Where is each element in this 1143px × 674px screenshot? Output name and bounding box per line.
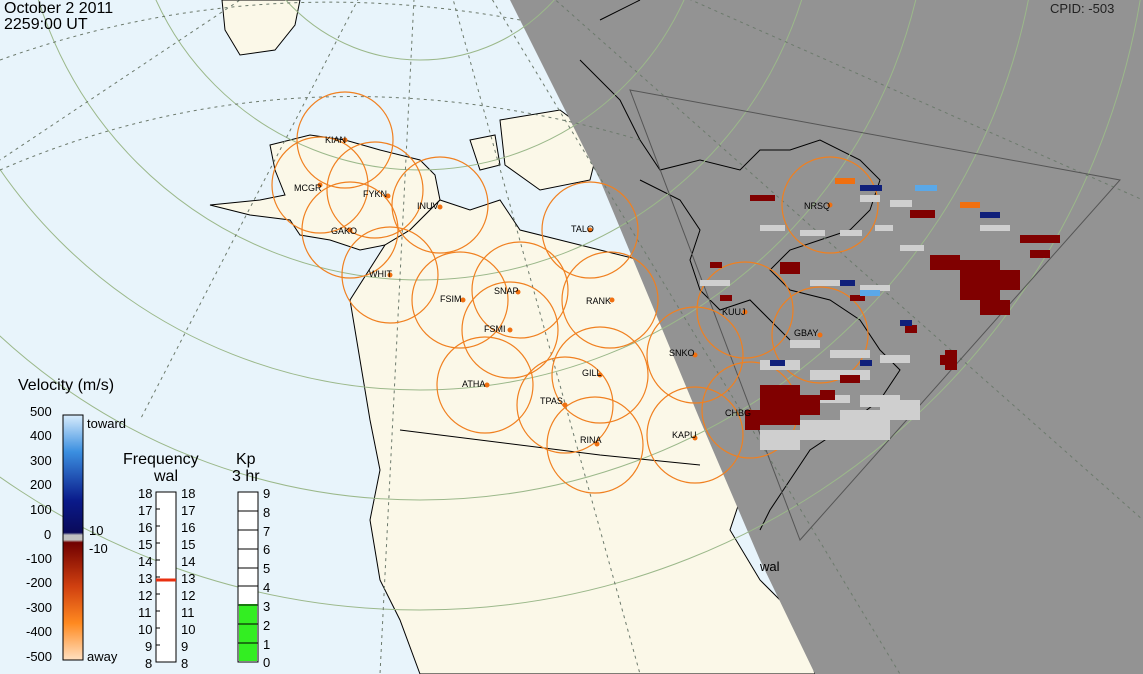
frequency-tick: 8 <box>181 656 189 671</box>
radar-name-label: wal <box>760 559 780 574</box>
kp-tick: 1 <box>263 637 271 652</box>
frequency-tick: 16 <box>138 520 153 535</box>
velocity-tick: 200 <box>30 477 52 492</box>
station-label: RANK <box>586 296 612 306</box>
velocity-title: Velocity (m/s) <box>18 377 115 394</box>
kp-title: Kp <box>236 451 256 468</box>
kp-subtitle: 3 hr <box>232 468 260 485</box>
frequency-tick: 17 <box>138 503 153 518</box>
kp-tick: 7 <box>263 524 271 539</box>
frequency-tick: 14 <box>138 554 153 569</box>
velocity-tick: 500 <box>30 404 52 419</box>
frequency-tick: 12 <box>138 588 153 603</box>
velocity-inner-neg: -10 <box>89 541 108 556</box>
station-label: GBAY <box>794 328 819 338</box>
station-label: NRSQ <box>804 201 831 211</box>
velocity-tick: 400 <box>30 428 52 443</box>
frequency-tick: 13 <box>138 571 153 586</box>
kp-bar <box>237 491 259 663</box>
station-label: FSMI <box>484 324 506 334</box>
station-label: TALO <box>571 224 594 234</box>
kp-tick: 5 <box>263 561 271 576</box>
kp-tick: 6 <box>263 542 271 557</box>
station-label: GAKO <box>331 226 358 236</box>
frequency-tick: 18 <box>181 486 196 501</box>
frequency-tick: 9 <box>145 639 153 654</box>
frequency-tick: 18 <box>138 486 153 501</box>
velocity-tick: 100 <box>30 502 52 517</box>
frequency-tick: 10 <box>181 622 196 637</box>
frequency-tick: 14 <box>181 554 196 569</box>
kp-tick: 9 <box>263 486 271 501</box>
frequency-tick: 10 <box>138 622 153 637</box>
frequency-tick: 9 <box>181 639 189 654</box>
station-label: ATHA <box>462 379 486 389</box>
station-label: KAPU <box>672 430 697 440</box>
station-label: SNAP <box>494 286 519 296</box>
radar-fov <box>629 89 1121 541</box>
kp-tick: 2 <box>263 618 271 633</box>
kp-tick: 3 <box>263 599 271 614</box>
velocity-tick: -500 <box>26 649 53 664</box>
station-label: KUUJ <box>722 307 746 317</box>
velocity-inner-pos: 10 <box>89 523 104 538</box>
station-label: FSIM <box>440 294 462 304</box>
station-label: MCGR <box>294 183 322 193</box>
alaska-land <box>209 134 441 251</box>
station-label: SNKO <box>669 348 695 358</box>
velocity-tick: -300 <box>26 600 53 615</box>
frequency-tick: 17 <box>181 503 196 518</box>
date-label: October 2 2011 <box>4 0 114 17</box>
frequency-tick: 13 <box>181 571 196 586</box>
night-shade <box>510 0 1143 674</box>
frequency-station: wal <box>154 468 179 485</box>
station-label: GILL <box>582 368 602 378</box>
frequency-tick: 8 <box>145 656 153 671</box>
velocity-away-label: away <box>87 649 118 664</box>
kp-tick: 4 <box>263 580 271 595</box>
velocity-tick: -200 <box>26 575 53 590</box>
station-dots <box>317 137 833 447</box>
time-label: 2259:00 UT <box>4 16 88 33</box>
kp-tick: 0 <box>263 655 271 670</box>
greenland-land <box>221 0 301 56</box>
frequency-tick: 16 <box>181 520 196 535</box>
station-label: RINA <box>580 435 602 445</box>
frequency-tick: 15 <box>138 537 153 552</box>
station-label: KIAN <box>325 135 347 145</box>
velocity-toward-label: toward <box>87 416 127 431</box>
station-label: TPAS <box>540 396 563 406</box>
velocity-tick: -400 <box>26 624 53 639</box>
frequency-tick: 11 <box>138 605 152 620</box>
velocity-colorbar <box>62 414 84 661</box>
kp-tick: 8 <box>263 505 271 520</box>
velocity-tick: -100 <box>26 551 53 566</box>
latitude-circles <box>0 0 1141 611</box>
velocity-tick: 0 <box>44 527 52 542</box>
frequency-tick: 12 <box>181 588 196 603</box>
frequency-bar <box>155 491 177 663</box>
station-label: CHBG <box>725 408 752 418</box>
frequency-title: Frequency <box>123 451 199 468</box>
cpid-label: CPID: -503 <box>1050 1 1115 16</box>
station-label: FYKN <box>363 189 388 199</box>
frequency-tick: 15 <box>181 537 196 552</box>
station-label: INUV <box>417 201 439 211</box>
station-label: WHIT <box>369 269 392 279</box>
kp-level-fill <box>239 604 257 661</box>
frequency-tick: 11 <box>181 605 195 620</box>
radar-backscatter <box>700 178 1060 450</box>
velocity-tick: 300 <box>30 453 52 468</box>
